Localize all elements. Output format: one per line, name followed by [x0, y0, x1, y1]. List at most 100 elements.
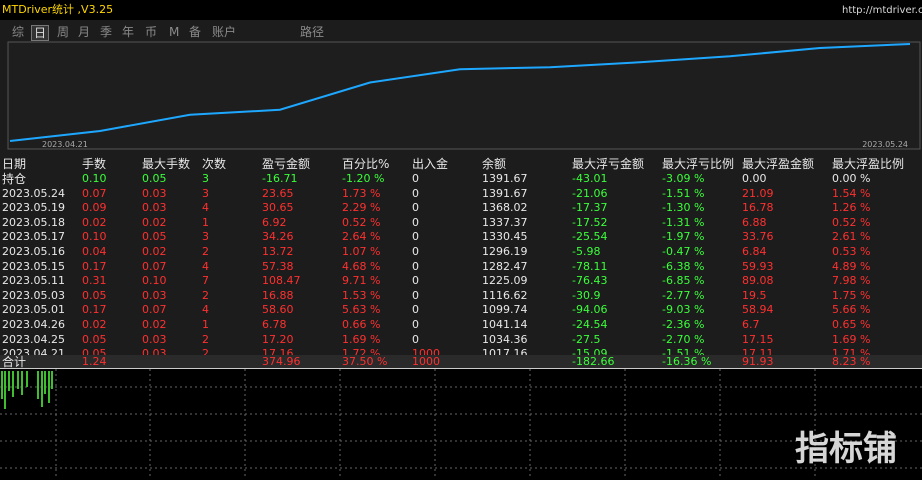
cell: 5.66 % — [832, 303, 871, 317]
menu-item[interactable]: 季 — [100, 25, 113, 39]
cell: 17.20 — [262, 332, 294, 346]
cell: -1.20 % — [342, 172, 385, 185]
menu-item[interactable]: 备 — [189, 25, 202, 39]
column-header: 最大浮盈比例 — [832, 157, 905, 171]
chart-frame — [7, 41, 921, 150]
cell: 3 — [202, 172, 209, 185]
cell: 8.23 % — [832, 355, 871, 368]
menu-item[interactable]: 日 — [31, 25, 50, 41]
cell: 0 — [412, 274, 419, 288]
cell: 2 — [202, 347, 209, 361]
cell: 0 — [412, 245, 419, 258]
cell: 91.93 — [742, 355, 774, 368]
cell: 1391.67 — [482, 186, 528, 200]
cell: 19.5 — [742, 288, 767, 302]
cell: 1.07 % — [342, 245, 381, 258]
cell: 0.52 % — [832, 215, 871, 229]
column-header: 最大浮亏比例 — [662, 157, 735, 171]
cell: 9.71 % — [342, 274, 381, 288]
cell: -2.36 % — [662, 318, 705, 331]
cell: -24.54 — [572, 318, 608, 331]
cell: 2.64 % — [342, 230, 381, 244]
column-header: 余额 — [482, 157, 507, 171]
menu-item[interactable]: M — [169, 25, 180, 39]
cell: 5.63 % — [342, 303, 381, 317]
cell: 1.69 % — [832, 332, 871, 346]
cell: 0 — [412, 215, 419, 229]
menu-item[interactable]: 年 — [122, 25, 135, 39]
cell: -94.06 — [572, 303, 608, 317]
menu-item[interactable]: 综 — [12, 25, 25, 39]
chart: 2023.04.21 2023.05.24 — [7, 41, 921, 150]
cell: 0 — [412, 332, 419, 346]
cell: 0.05 — [82, 332, 107, 346]
column-header: 盈亏金额 — [262, 157, 311, 171]
cell: 2.61 % — [832, 230, 871, 244]
cell: 0 — [412, 288, 419, 302]
cell: 13.72 — [262, 245, 294, 258]
cell: 0.31 — [82, 274, 107, 288]
row-label: 2023.05.17 — [2, 230, 65, 244]
balance-line — [9, 43, 911, 142]
cell: 58.60 — [262, 303, 294, 317]
cell: 0.02 — [142, 215, 167, 229]
cell: 7.98 % — [832, 274, 871, 288]
cell: 1000 — [412, 355, 440, 368]
cell: 1282.47 — [482, 259, 528, 273]
cell: -30.9 — [572, 288, 601, 302]
cell: 0.07 — [82, 186, 107, 200]
cell: -0.47 % — [662, 245, 705, 258]
cell: 1.24 — [82, 355, 107, 368]
row-label: 持仓 — [2, 172, 27, 186]
cell: -2.70 % — [662, 332, 705, 346]
cell: 0.05 — [142, 172, 167, 185]
cell: 1 — [202, 215, 209, 229]
cell: -6.38 % — [662, 259, 705, 273]
cell: 16.78 — [742, 201, 774, 215]
menu-item[interactable]: 周 — [57, 25, 70, 39]
cell: 34.26 — [262, 230, 294, 244]
cell: 2 — [202, 332, 209, 346]
cell: 4 — [202, 303, 209, 317]
cell: 6.7 — [742, 318, 760, 331]
column-header: 出入金 — [412, 157, 449, 171]
cell: 58.94 — [742, 303, 774, 317]
cell: -78.11 — [572, 259, 608, 273]
cell: 1034.36 — [482, 332, 528, 346]
cell: 0.05 — [142, 230, 167, 244]
cell: 0 — [412, 259, 419, 273]
cell: 0 — [412, 318, 419, 331]
cell: 374.96 — [262, 355, 301, 368]
stats-panel: MTDriver统计 ,V3.25 http://mtdriver.cn 综日周… — [0, 0, 922, 369]
cell: -182.66 — [572, 355, 615, 368]
cell: 0.17 — [82, 259, 107, 273]
menu-item[interactable]: 路径 — [300, 25, 325, 39]
cell: 30.65 — [262, 201, 294, 215]
cell: 0.10 — [82, 172, 107, 185]
row-label: 2023.04.25 — [2, 332, 65, 346]
cell: 0.65 % — [832, 318, 871, 331]
row-label: 2023.05.19 — [2, 201, 65, 215]
cell: -76.43 — [572, 274, 608, 288]
menu-item[interactable]: 月 — [78, 25, 91, 39]
row-label: 2023.05.15 — [2, 259, 65, 273]
cell: -16.71 — [262, 172, 298, 185]
cell: 23.65 — [262, 186, 294, 200]
row-label: 合计 — [2, 355, 27, 369]
cell: 0.10 — [82, 230, 107, 244]
cell: 0 — [412, 303, 419, 317]
cell: 17.15 — [742, 332, 774, 346]
cell: -2.77 % — [662, 288, 705, 302]
cell: 0.02 — [142, 318, 167, 331]
row-label: 2023.05.11 — [2, 274, 65, 288]
cell: 0.00 % — [832, 172, 871, 185]
row-label: 2023.04.26 — [2, 318, 65, 331]
menu-item[interactable]: 币 — [145, 25, 158, 39]
cell: 3 — [202, 186, 209, 200]
menu-item[interactable]: 账户 — [212, 25, 237, 39]
link[interactable]: http://mtdriver.cn — [842, 5, 922, 16]
column-header: 日期 — [2, 157, 27, 171]
cell: 89.08 — [742, 274, 774, 288]
cell: 1.73 % — [342, 186, 381, 200]
